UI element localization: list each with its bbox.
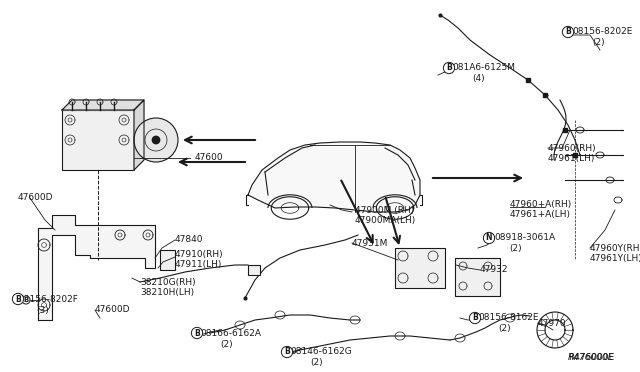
Text: (2): (2) bbox=[220, 340, 232, 349]
Text: 08918-3061A: 08918-3061A bbox=[494, 234, 555, 243]
Text: (3): (3) bbox=[36, 307, 49, 315]
Text: B: B bbox=[565, 28, 571, 36]
Text: 08156-8202F: 08156-8202F bbox=[18, 295, 78, 305]
Text: 081A6-6125M: 081A6-6125M bbox=[452, 64, 515, 73]
FancyBboxPatch shape bbox=[62, 110, 134, 170]
Text: 47932: 47932 bbox=[480, 266, 509, 275]
Text: 47911(LH): 47911(LH) bbox=[175, 260, 222, 269]
Text: (2): (2) bbox=[509, 244, 522, 253]
FancyBboxPatch shape bbox=[160, 250, 175, 270]
Text: 47931M: 47931M bbox=[352, 238, 388, 247]
Text: 47970: 47970 bbox=[538, 318, 566, 327]
Polygon shape bbox=[62, 100, 144, 110]
Text: 08166-6162A: 08166-6162A bbox=[200, 328, 261, 337]
Text: 47961(LH): 47961(LH) bbox=[548, 154, 595, 163]
Polygon shape bbox=[248, 142, 420, 212]
Text: B: B bbox=[284, 347, 290, 356]
Circle shape bbox=[134, 118, 178, 162]
Text: (2): (2) bbox=[592, 38, 605, 48]
Text: 47960(RH): 47960(RH) bbox=[548, 144, 596, 153]
Text: 47900MA(LH): 47900MA(LH) bbox=[355, 215, 416, 224]
Text: 47840: 47840 bbox=[175, 235, 204, 244]
Text: 47961Y(LH): 47961Y(LH) bbox=[590, 253, 640, 263]
Text: N: N bbox=[486, 234, 492, 243]
Text: B: B bbox=[472, 314, 478, 323]
Text: 38210G(RH): 38210G(RH) bbox=[140, 278, 196, 286]
Text: 47600D: 47600D bbox=[95, 305, 131, 314]
FancyBboxPatch shape bbox=[395, 248, 445, 288]
Text: 08156-8202E: 08156-8202E bbox=[572, 28, 632, 36]
Text: B: B bbox=[446, 64, 452, 73]
FancyBboxPatch shape bbox=[248, 265, 260, 275]
Text: B: B bbox=[194, 328, 200, 337]
Text: 38210H(LH): 38210H(LH) bbox=[140, 288, 194, 296]
Text: 08156-8162E: 08156-8162E bbox=[478, 314, 538, 323]
Polygon shape bbox=[134, 100, 144, 170]
Text: R476000E: R476000E bbox=[568, 353, 614, 362]
FancyBboxPatch shape bbox=[455, 258, 500, 296]
Text: 47960+A(RH): 47960+A(RH) bbox=[510, 201, 572, 209]
Text: R476000E: R476000E bbox=[568, 353, 614, 362]
Text: 47600D: 47600D bbox=[18, 193, 54, 202]
Text: B: B bbox=[24, 297, 29, 303]
Text: 47910(RH): 47910(RH) bbox=[175, 250, 223, 260]
Text: 47960Y(RH): 47960Y(RH) bbox=[590, 244, 640, 253]
Text: (2): (2) bbox=[310, 357, 323, 366]
Text: B: B bbox=[15, 295, 21, 304]
Text: 08146-6162G: 08146-6162G bbox=[290, 347, 352, 356]
Text: (2): (2) bbox=[498, 324, 511, 334]
Text: 47900M (RH): 47900M (RH) bbox=[355, 205, 414, 215]
Text: 47600: 47600 bbox=[195, 154, 223, 163]
Polygon shape bbox=[38, 215, 155, 320]
Text: (4): (4) bbox=[472, 74, 484, 83]
Text: 47961+A(LH): 47961+A(LH) bbox=[510, 211, 571, 219]
Circle shape bbox=[152, 136, 161, 144]
